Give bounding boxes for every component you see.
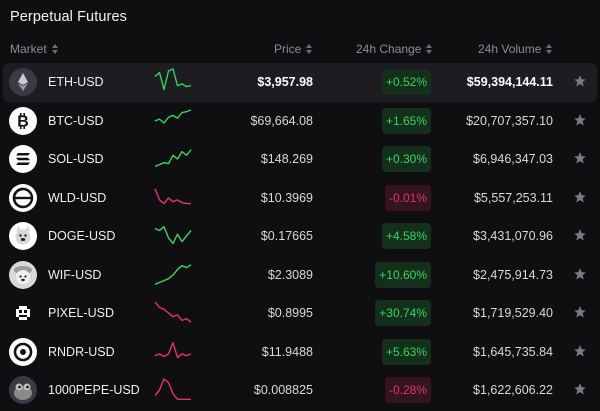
market-price: $0.008825 xyxy=(253,383,313,397)
favorite-star-icon[interactable] xyxy=(573,190,587,204)
sparkline-chart xyxy=(154,301,192,323)
sparkline-chart xyxy=(154,226,192,245)
market-row[interactable]: DOGE-USD $0.17665 +4.58% $3,431,070.96 xyxy=(3,217,597,256)
favorite-star-icon[interactable] xyxy=(573,382,587,396)
sort-icon xyxy=(426,44,433,54)
ethereum-icon xyxy=(9,68,37,96)
market-volume: $1,719,529.40 xyxy=(473,306,553,320)
pixel-icon xyxy=(9,299,37,327)
market-price: $69,664.08 xyxy=(250,113,313,128)
bitcoin-icon: B xyxy=(9,106,37,135)
market-row[interactable]: RNDR-USD $11.9488 +5.63% $1,645,735.84 xyxy=(3,333,597,372)
market-row[interactable]: WIF-USD $2.3089 +10.60% $2,475,914.73 xyxy=(3,256,597,295)
market-pair: WLD-USD xyxy=(48,190,107,205)
market-price: $0.8995 xyxy=(267,306,313,320)
sparkline-chart xyxy=(154,68,192,91)
market-pair: DOGE-USD xyxy=(48,229,116,243)
doge-icon xyxy=(9,222,37,250)
change-badge: +4.58% xyxy=(381,223,431,249)
market-pair: WIF-USD xyxy=(48,267,102,282)
wif-dog-icon xyxy=(9,260,37,289)
price-column-header[interactable]: Price xyxy=(274,42,313,56)
change-badge: +30.74% xyxy=(375,300,431,326)
market-row[interactable]: PIXEL-USD $0.8995 +30.74% $1,719,529.40 xyxy=(3,294,597,333)
sparkline-chart xyxy=(154,108,192,124)
table-header: Market Price 24h Change 24h Volume xyxy=(0,40,600,58)
market-header-label: Market xyxy=(10,42,47,56)
change-column-header[interactable]: 24h Change xyxy=(356,42,433,56)
favorite-star-icon[interactable] xyxy=(573,74,587,88)
volume-column-header[interactable]: 24h Volume xyxy=(478,42,553,56)
favorite-star-icon[interactable] xyxy=(573,151,587,165)
market-volume: $59,394,144.11 xyxy=(466,75,553,89)
change-badge: -0.28% xyxy=(384,377,431,403)
change-badge: +5.63% xyxy=(381,338,431,365)
market-row[interactable]: SOL-USD $148.269 +0.30% $6,946,347.03 xyxy=(3,140,597,179)
market-price: $3,957.98 xyxy=(257,75,313,89)
change-badge: +1.65% xyxy=(381,107,431,134)
change-badge: +10.60% xyxy=(375,261,431,288)
market-price: $10.3969 xyxy=(260,190,313,205)
favorite-star-icon[interactable] xyxy=(573,305,587,319)
market-pair: ETH-USD xyxy=(48,75,104,89)
market-pair: 1000PEPE-USD xyxy=(48,383,140,397)
render-icon xyxy=(9,337,37,366)
change-header-label: 24h Change xyxy=(356,42,422,56)
favorite-star-icon[interactable] xyxy=(573,228,587,242)
market-column-header[interactable]: Market xyxy=(10,42,58,56)
sparkline-chart xyxy=(154,341,192,358)
market-pair: RNDR-USD xyxy=(48,344,115,359)
market-row[interactable]: 1000PEPE-USD $0.008825 -0.28% $1,622,606.22 xyxy=(3,371,597,410)
market-price: $0.17665 xyxy=(260,229,313,243)
favorite-star-icon[interactable] xyxy=(573,344,587,358)
market-pair: BTC-USD xyxy=(48,113,104,128)
market-pair: SOL-USD xyxy=(48,152,104,166)
market-volume: $2,475,914.73 xyxy=(473,267,553,282)
market-volume: $6,946,347.03 xyxy=(473,152,553,166)
price-header-label: Price xyxy=(274,42,302,56)
market-row[interactable]: ETH-USD $3,957.98 +0.52% $59,394,144.11 xyxy=(3,63,597,102)
market-row[interactable]: WLD-USD $10.3969 -0.01% $5,557,253.11 xyxy=(3,179,597,218)
market-volume: $1,645,735.84 xyxy=(473,344,553,359)
market-volume: $3,431,070.96 xyxy=(473,229,553,243)
market-price: $2.3089 xyxy=(267,267,313,282)
change-badge: +0.30% xyxy=(381,146,431,172)
worldcoin-icon xyxy=(9,183,37,212)
page-title: Perpetual Futures xyxy=(10,9,127,25)
pepe-icon xyxy=(9,376,37,404)
market-price: $11.9488 xyxy=(261,344,313,359)
market-volume: $1,622,606.22 xyxy=(473,383,553,397)
svg-text:B: B xyxy=(17,113,29,130)
sparkline-chart xyxy=(154,378,191,400)
volume-header-label: 24h Volume xyxy=(478,42,542,56)
market-volume: $20,707,357.10 xyxy=(466,113,553,128)
market-price: $148.269 xyxy=(260,152,313,166)
market-row[interactable]: B BTC-USD $69,664.08 +1.65% $20,707,357.10 xyxy=(3,102,597,141)
favorite-star-icon[interactable] xyxy=(573,113,587,127)
sparkline-chart xyxy=(154,187,191,204)
sort-icon xyxy=(306,44,313,54)
sparkline-chart xyxy=(154,263,192,285)
change-badge: +0.52% xyxy=(381,69,431,95)
market-pair: PIXEL-USD xyxy=(48,306,114,320)
sparkline-chart xyxy=(154,149,192,168)
sort-icon xyxy=(51,44,58,54)
market-volume: $5,557,253.11 xyxy=(473,190,553,205)
sort-icon xyxy=(546,44,553,54)
solana-icon xyxy=(9,145,37,173)
favorite-star-icon[interactable] xyxy=(573,267,587,281)
change-badge: -0.01% xyxy=(384,184,431,211)
